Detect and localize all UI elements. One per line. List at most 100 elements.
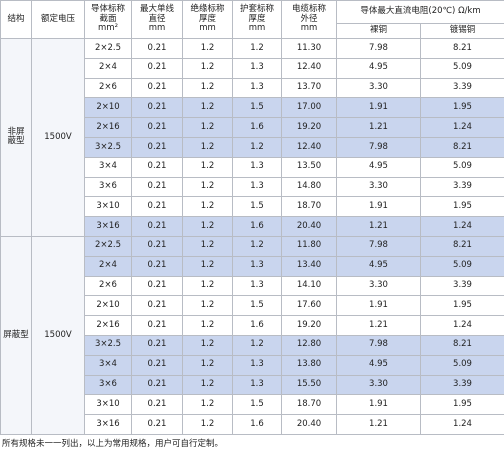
table-cell: 0.21 — [131, 216, 183, 237]
table-cell: 1.95 — [419, 196, 504, 218]
table-cell: 1.2 — [182, 374, 233, 396]
table-cell: 1.2 — [182, 315, 233, 336]
table-cell: 2×16 — [84, 315, 132, 336]
cell-text-line: 厚度 — [248, 13, 266, 24]
table-row: 非屏 蔽型 1500V 2×2.5 0.21 1.2 1.2 11.30 7.98 8.21 — [0, 38, 504, 237]
table-cell: 5.09 — [419, 156, 504, 178]
structure-cell: 非屏 蔽型 — [0, 38, 32, 237]
table-cell: 1.3 — [232, 156, 282, 178]
table-row: 3×4 0.21 1.2 1.3 13.80 4.95 5.09 — [1, 354, 504, 376]
cell-text-line: 最大单线 — [139, 3, 174, 14]
table-cell: 3×2.5 — [84, 334, 132, 356]
table-cell: 1.2 — [182, 275, 233, 297]
table-cell: 5.09 — [419, 255, 504, 277]
header-cell: 最大单线 直径 mm — [131, 0, 183, 39]
table-cell: 1.6 — [232, 414, 282, 435]
table-cell: 3.39 — [419, 374, 504, 396]
table-row: 2×10 0.21 1.2 1.5 17.00 1.91 1.95 — [1, 97, 504, 119]
voltage-cell: 1500V — [31, 38, 85, 237]
table-cell: 1.3 — [232, 77, 282, 99]
table-cell: 3×16 — [84, 216, 132, 237]
header-row: 裸铜 镀锡铜 — [1, 23, 504, 39]
header-row: 结构 额定电压 导体标称 截面 mm² 最大单线 直径 mm 绝缘标称 厚度 mm 护套标称 厚度 mm 电… — [0, 0, 504, 39]
table-cell: 1.3 — [232, 176, 282, 198]
cell-text-line: 非屏 — [7, 126, 25, 137]
cell-text-line: 截面 — [99, 13, 117, 24]
table-row: 2×4 0.21 1.2 1.3 13.40 4.95 5.09 — [1, 255, 504, 277]
header-cell: 电缆标称 外径 mm — [281, 0, 337, 39]
table-cell: 17.60 — [281, 295, 337, 317]
table-cell: 12.40 — [281, 136, 337, 158]
table-cell: 13.80 — [281, 354, 337, 376]
table-cell: 1.3 — [232, 354, 282, 376]
table-cell: 3×2.5 — [84, 136, 132, 158]
cell-text-line: mm — [248, 23, 266, 34]
table-cell: 1.95 — [419, 394, 504, 416]
table-cell: 0.21 — [131, 77, 183, 99]
table-row: 3×6 0.21 1.2 1.3 14.80 3.30 3.39 — [1, 176, 504, 198]
table-cell: 3.30 — [336, 275, 421, 297]
spec-table: 结构 额定电压 导体标称 截面 mm² 最大单线 直径 mm 绝缘标称 厚度 mm 护套标称 厚度 mm 电… — [0, 0, 504, 435]
table-row: 屏蔽型 1500V 2×2.5 0.21 1.2 1.2 11.80 7.98 8.21 — [0, 235, 504, 435]
table-cell: 1.2 — [182, 77, 233, 99]
table-cell: 1.91 — [336, 196, 421, 218]
structure-cell: 屏蔽型 — [0, 235, 32, 435]
table-cell: 11.30 — [281, 38, 337, 59]
table-cell: 1.3 — [232, 275, 282, 297]
table-cell: 2×6 — [84, 77, 132, 99]
table-cell: 1.2 — [232, 136, 282, 158]
table-cell: 0.21 — [131, 295, 183, 317]
cell-text-line: 导体标称 — [90, 3, 125, 14]
table-cell: 1.2 — [232, 334, 282, 356]
table-cell: 1.21 — [336, 315, 421, 336]
table-cell: 1.2 — [182, 235, 233, 257]
table-cell: 0.21 — [131, 176, 183, 198]
table-cell: 1.6 — [232, 315, 282, 336]
table-row: 3×10 0.21 1.2 1.5 18.70 1.91 1.95 — [1, 196, 504, 218]
table-cell: 1.6 — [232, 117, 282, 138]
table-cell: 0.21 — [131, 334, 183, 356]
table-cell: 1.2 — [232, 235, 282, 257]
cell-text-line: 蔽型 — [7, 136, 25, 147]
table-cell: 20.40 — [281, 216, 337, 237]
table-cell: 3.30 — [336, 176, 421, 198]
table-cell: 8.21 — [419, 235, 504, 257]
table-cell: 4.95 — [336, 57, 421, 79]
table-cell: 3×10 — [84, 196, 132, 218]
table-row: 2×6 0.21 1.2 1.3 14.10 3.30 3.39 — [1, 275, 504, 297]
table-cell: 0.21 — [131, 136, 183, 158]
cell-text-line: mm — [300, 23, 318, 34]
table-cell: 3×10 — [84, 394, 132, 416]
table-cell: 3.30 — [336, 374, 421, 396]
cell-text-line: 厚度 — [198, 13, 216, 24]
table-cell: 1.2 — [182, 97, 233, 119]
header-cell: 护套标称 厚度 mm — [232, 0, 282, 39]
table-cell: 1.2 — [182, 414, 233, 435]
voltage-cell: 1500V — [31, 235, 85, 435]
cell-text-line: 绝缘标称 — [190, 3, 225, 14]
table-cell: 3.30 — [336, 77, 421, 99]
table-cell: 13.70 — [281, 77, 337, 99]
table-cell: 0.21 — [131, 38, 183, 59]
table-cell: 1.5 — [232, 196, 282, 218]
table-cell: 0.21 — [131, 117, 183, 138]
header-cell: 导体标称 截面 mm² — [84, 0, 132, 39]
table-cell: 1.24 — [419, 315, 504, 336]
table-cell: 1.95 — [419, 295, 504, 317]
table-cell: 1.3 — [232, 255, 282, 277]
table-cell: 0.21 — [131, 315, 183, 336]
cell-text-line: mm² — [98, 23, 118, 34]
cell-text-line: 额定电压 — [40, 13, 75, 24]
table-cell: 1.2 — [182, 136, 233, 158]
table-cell: 0.21 — [131, 97, 183, 119]
table-cell: 2×4 — [84, 57, 132, 79]
table-cell: 1.2 — [182, 38, 233, 59]
table-cell: 0.21 — [131, 374, 183, 396]
table-cell: 4.95 — [336, 354, 421, 376]
table-cell: 0.21 — [131, 255, 183, 277]
cell-text-line: 护套标称 — [239, 3, 274, 14]
header-unit: Ω/km — [458, 6, 481, 17]
table-cell: 1.2 — [182, 334, 233, 356]
table-cell: 2×6 — [84, 275, 132, 297]
